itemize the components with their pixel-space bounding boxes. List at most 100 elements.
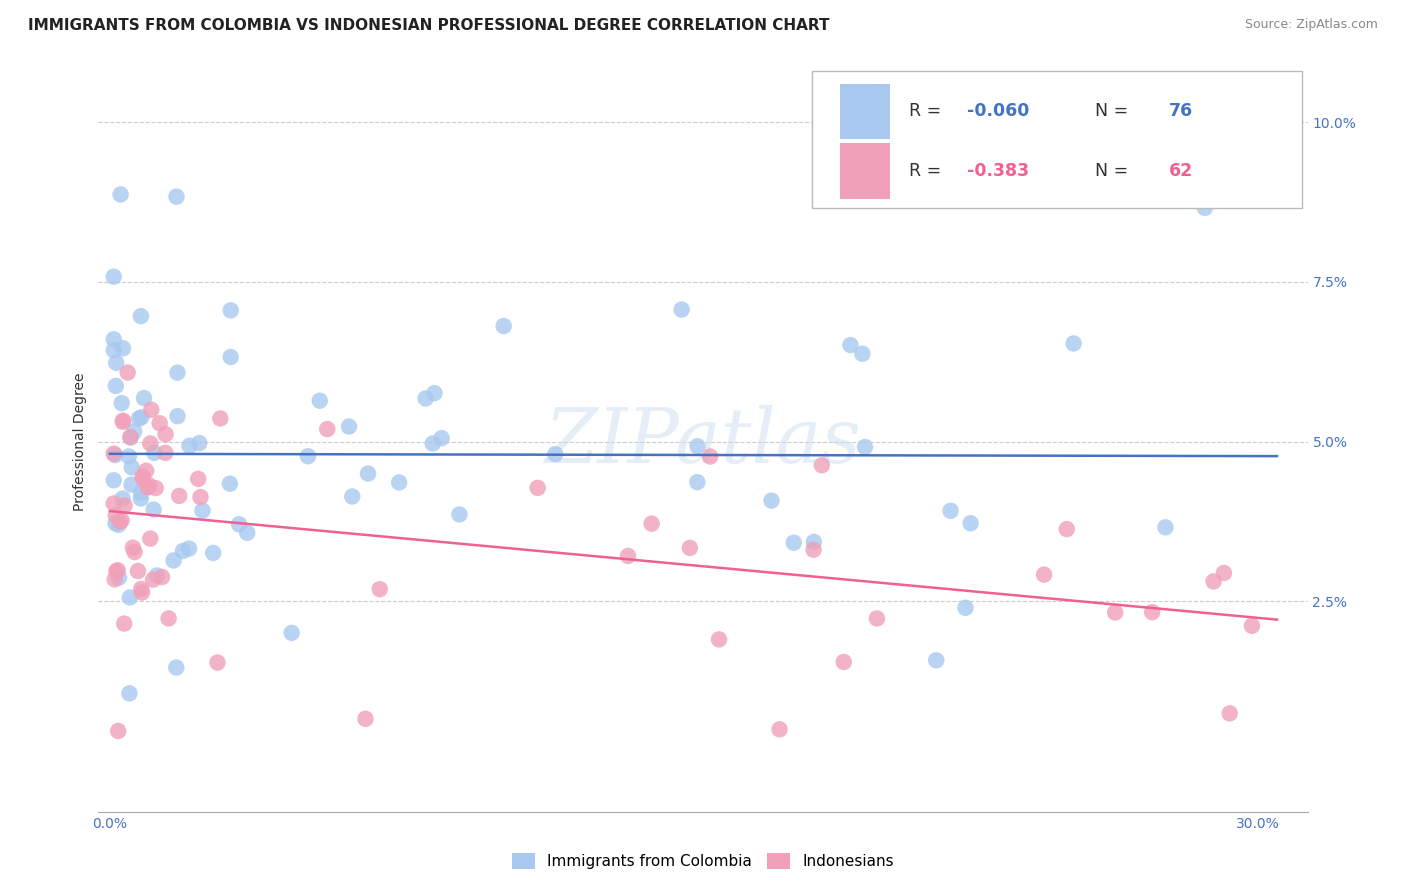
Point bbox=[157, 611, 180, 625]
Point bbox=[136, 480, 159, 494]
Point bbox=[131, 469, 153, 483]
Point bbox=[526, 481, 548, 495]
Point bbox=[955, 600, 977, 615]
Point bbox=[1056, 522, 1078, 536]
Point bbox=[337, 419, 360, 434]
Point bbox=[166, 366, 188, 380]
Point bbox=[103, 473, 125, 487]
Text: Source: ZipAtlas.com: Source: ZipAtlas.com bbox=[1244, 18, 1378, 31]
Point bbox=[368, 582, 391, 596]
Point bbox=[768, 723, 790, 737]
Point bbox=[783, 535, 806, 549]
Point bbox=[354, 712, 377, 726]
Point bbox=[104, 516, 127, 531]
Point bbox=[202, 546, 225, 560]
Point bbox=[1063, 336, 1085, 351]
Point bbox=[135, 464, 157, 478]
Point bbox=[132, 472, 155, 486]
Point bbox=[640, 516, 662, 531]
Point bbox=[121, 477, 143, 491]
Point bbox=[811, 458, 834, 473]
Point bbox=[118, 686, 141, 700]
Point bbox=[544, 447, 567, 461]
Point bbox=[165, 660, 187, 674]
Point bbox=[1154, 520, 1177, 534]
Point bbox=[104, 448, 127, 462]
Point bbox=[105, 356, 128, 370]
Point bbox=[1219, 706, 1241, 721]
Point bbox=[866, 611, 889, 625]
Point bbox=[177, 541, 200, 556]
Point bbox=[671, 302, 693, 317]
Text: N =: N = bbox=[1084, 103, 1133, 120]
Point bbox=[111, 396, 134, 410]
Point bbox=[209, 411, 232, 425]
Point bbox=[1240, 619, 1263, 633]
Point bbox=[190, 490, 212, 504]
Point bbox=[761, 493, 783, 508]
Point bbox=[155, 446, 177, 460]
Point bbox=[112, 341, 135, 355]
Point bbox=[699, 450, 721, 464]
Point bbox=[103, 332, 125, 346]
Point bbox=[108, 515, 131, 529]
Point bbox=[110, 187, 132, 202]
Point bbox=[172, 544, 194, 558]
Point bbox=[142, 573, 165, 587]
Point bbox=[132, 391, 155, 405]
Point bbox=[219, 350, 242, 364]
Point bbox=[228, 517, 250, 532]
Point bbox=[1202, 574, 1225, 589]
Point bbox=[430, 431, 453, 445]
Point bbox=[191, 503, 214, 517]
Point bbox=[449, 508, 471, 522]
Point bbox=[107, 563, 129, 577]
Point bbox=[415, 392, 437, 406]
Point bbox=[124, 545, 146, 559]
Point bbox=[145, 481, 167, 495]
Text: 76: 76 bbox=[1168, 103, 1192, 120]
Point bbox=[187, 472, 209, 486]
Text: -0.060: -0.060 bbox=[966, 103, 1029, 120]
Point bbox=[853, 440, 876, 454]
Point bbox=[1033, 567, 1056, 582]
Text: 62: 62 bbox=[1168, 162, 1192, 180]
Point bbox=[129, 485, 152, 500]
Point bbox=[111, 491, 134, 506]
Point bbox=[832, 655, 855, 669]
Point bbox=[492, 319, 515, 334]
Point bbox=[342, 490, 364, 504]
Point bbox=[166, 409, 188, 424]
Point bbox=[422, 436, 444, 450]
Point bbox=[142, 502, 165, 516]
Point bbox=[179, 439, 201, 453]
Point bbox=[120, 430, 142, 444]
Point bbox=[679, 541, 702, 555]
Point bbox=[1104, 606, 1126, 620]
Text: N =: N = bbox=[1084, 162, 1133, 180]
FancyBboxPatch shape bbox=[839, 84, 890, 139]
Point bbox=[139, 532, 162, 546]
Point bbox=[851, 347, 873, 361]
Point bbox=[103, 447, 125, 461]
Point bbox=[686, 439, 709, 453]
Point bbox=[107, 723, 129, 738]
Point bbox=[141, 402, 163, 417]
Point bbox=[112, 616, 135, 631]
Point bbox=[139, 436, 162, 450]
Point bbox=[316, 422, 339, 436]
Point bbox=[308, 393, 330, 408]
Point bbox=[207, 656, 229, 670]
Point bbox=[122, 541, 145, 555]
Point bbox=[166, 189, 188, 203]
Text: -0.383: -0.383 bbox=[966, 162, 1029, 180]
Point bbox=[103, 496, 125, 510]
Point bbox=[107, 517, 129, 532]
Point bbox=[149, 417, 172, 431]
Point bbox=[104, 572, 127, 586]
Point bbox=[118, 591, 141, 605]
Point bbox=[686, 475, 709, 490]
Point bbox=[122, 425, 145, 439]
Point bbox=[617, 549, 640, 563]
Point bbox=[117, 366, 139, 380]
